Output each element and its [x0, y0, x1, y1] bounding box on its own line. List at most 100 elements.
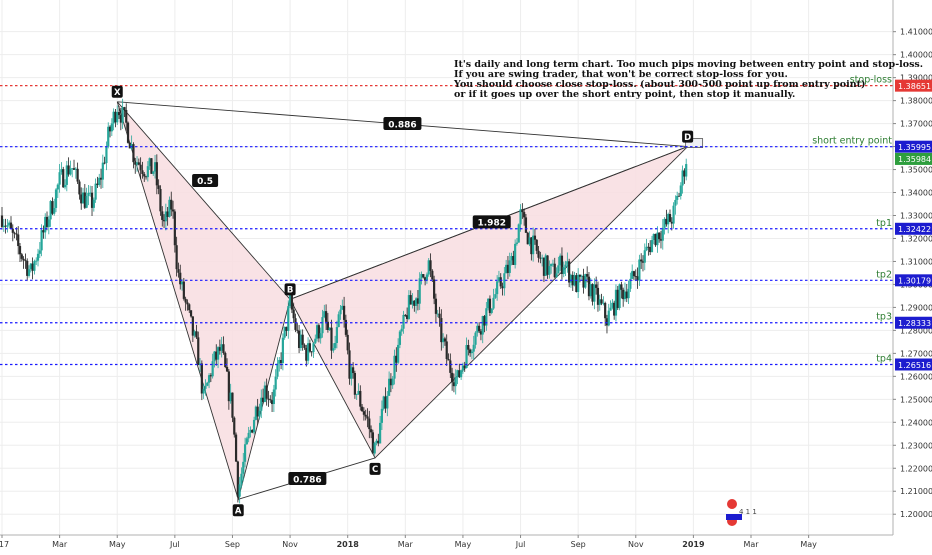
candle-body-up — [69, 168, 72, 175]
candle-body-up — [242, 461, 245, 474]
candle-body-down — [483, 316, 486, 326]
candle-body-up — [611, 302, 614, 308]
level-short-entry-point-price: 1.35995 — [898, 143, 931, 152]
point-label-bg-b — [284, 283, 296, 296]
candle-body-down — [406, 315, 409, 319]
candle-body-down — [478, 325, 481, 332]
candle-body-up — [8, 222, 11, 226]
candle-body-down — [195, 331, 198, 338]
candle-body-down — [649, 246, 652, 253]
candle-body-up — [339, 309, 342, 315]
candle-body-down — [126, 122, 130, 143]
candle-body-down — [488, 298, 492, 313]
candle-body-down — [512, 256, 515, 265]
candle-body-down — [586, 274, 589, 277]
point-label-bg-c — [369, 462, 381, 475]
candle-body-down — [658, 232, 661, 240]
candle-body-up — [398, 331, 402, 345]
candle-body-down — [99, 177, 103, 180]
y-tick-label: 1.38000 — [900, 97, 932, 106]
candle-body-up — [263, 385, 266, 402]
candle-body-down — [96, 183, 99, 185]
candle-body-up — [494, 294, 497, 298]
ratio-badge — [288, 472, 327, 486]
candle-body-down — [296, 329, 299, 331]
x-tick-label: 2018 — [337, 540, 360, 549]
candle-body-down — [377, 440, 380, 444]
candle-body-up — [110, 123, 113, 132]
time-axis[interactable]: 17 Mar May Jul Sep Nov 2018 Mar May Jul Sep Nov 2019… — [0, 535, 817, 549]
y-tick-label: 1.27000 — [900, 349, 932, 358]
event-badge[interactable]: 4 1 1 — [726, 499, 757, 526]
candle-body-down — [292, 309, 295, 319]
candle-body-down — [371, 432, 375, 454]
y-tick-label: 1.24000 — [900, 418, 932, 427]
candle-body-down — [301, 334, 304, 345]
candle-body-up — [685, 164, 688, 177]
candle-body-down — [225, 366, 229, 372]
candle-body-up — [391, 378, 394, 386]
event-flag-icon[interactable] — [727, 499, 737, 509]
candle-body-up — [548, 266, 551, 275]
candle-body-up — [204, 385, 207, 389]
candle-body-up — [510, 256, 513, 261]
candle-body-down — [191, 316, 194, 336]
candle-body-up — [402, 314, 405, 329]
candle-body-down — [144, 176, 148, 178]
candle-body-down — [290, 294, 293, 310]
candle-body-up — [652, 233, 655, 241]
candle-body-down — [451, 372, 454, 383]
candle-body-up — [323, 311, 326, 318]
candle-body-down — [26, 260, 29, 276]
candle-body-up — [638, 259, 641, 281]
candle-body-down — [294, 318, 297, 330]
annotation-line: You should choose close stop-loss. (abou… — [453, 79, 866, 90]
candle-body-down — [137, 162, 140, 165]
candle-body-up — [492, 297, 495, 309]
candle-body-down — [533, 235, 537, 240]
candle-body-up — [112, 111, 115, 124]
candle-body-up — [153, 162, 157, 172]
y-tick-label: 1.41000 — [900, 28, 932, 37]
candle-body-down — [150, 158, 153, 174]
candle-body-down — [449, 360, 452, 373]
candle-body-up — [229, 392, 232, 402]
candle-body-up — [53, 207, 56, 214]
candle-body-down — [346, 334, 349, 351]
ratio-labels: 0.886 0.5 1.982 0.786 — [192, 117, 511, 485]
candle-body-down — [215, 351, 218, 360]
y-tick-label: 1.21000 — [900, 487, 932, 496]
candle-body-up — [555, 273, 558, 278]
candle-body-up — [180, 281, 184, 285]
candle-body-down — [348, 350, 351, 379]
candle-body-up — [238, 484, 241, 497]
candle-body-up — [679, 185, 682, 197]
candle-body-up — [328, 327, 331, 330]
candle-body-down — [384, 396, 387, 409]
candle-body-up — [355, 394, 358, 395]
candle-body-up — [278, 359, 281, 364]
candle-body-up — [397, 344, 400, 363]
candle-body-up — [382, 396, 385, 409]
candle-body-up — [559, 255, 562, 266]
candle-body-up — [487, 298, 490, 309]
candle-body-up — [94, 183, 97, 200]
candle-body-up — [319, 333, 322, 339]
candle-body-down — [429, 260, 432, 271]
candle-body-down — [665, 218, 668, 225]
candle-body-down — [458, 370, 461, 378]
candle-body-down — [440, 318, 443, 343]
candle-body-down — [501, 286, 504, 289]
event-flag-icon[interactable] — [726, 514, 742, 520]
candle-body-up — [627, 288, 630, 299]
candle-body-up — [557, 265, 560, 274]
candle-body-down — [523, 212, 526, 218]
candle-body-up — [38, 250, 41, 254]
x-tick-label: Nov — [282, 540, 298, 549]
candle-body-down — [125, 109, 128, 123]
price-axis[interactable]: 1.410001.400001.390001.380001.370001.360… — [893, 28, 932, 520]
candle-body-up — [551, 263, 555, 265]
y-tick-label: 1.33000 — [900, 212, 932, 221]
